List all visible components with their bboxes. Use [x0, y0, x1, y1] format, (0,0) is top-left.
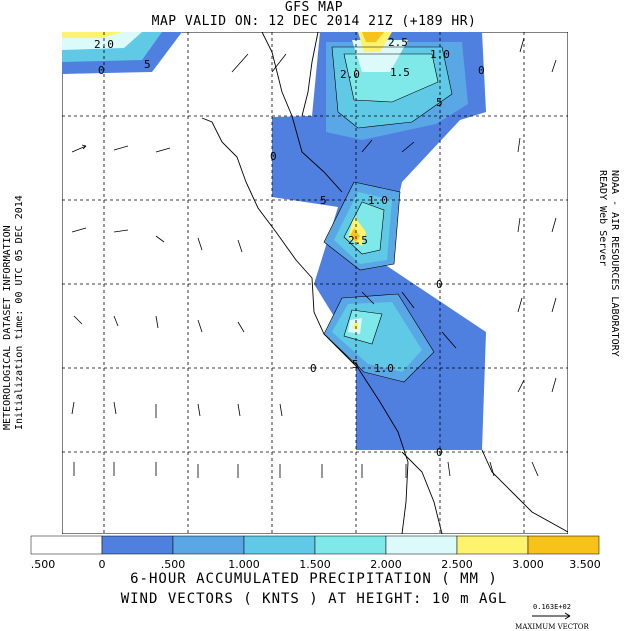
colorbar-tick-label: 0 [99, 558, 106, 571]
contour-label: 5 [436, 96, 443, 109]
contour-label: 1.0 [368, 194, 388, 207]
colorbar-swatch [456, 535, 529, 555]
contour-label: 1.5 [390, 66, 410, 79]
wind-legend: WIND VECTORS ( KNTS ) AT HEIGHT: 10 m AG… [120, 591, 508, 607]
colorbar-tick-label: 3.500 [569, 558, 600, 571]
initialization-time: Initialization time: 00 UTC 05 DEC 2014 [14, 195, 25, 430]
colorbar-swatch [101, 535, 174, 555]
contour-label: 2.5 [348, 234, 368, 247]
colorbar-tick-label: -.500 [30, 558, 55, 571]
colorbar-tick-label: 1.000 [228, 558, 260, 571]
contour-label: 0 [478, 64, 485, 77]
max-vector-label: MAXIMUM VECTOR [515, 623, 589, 631]
max-vector-value: 0.163E+02 [533, 603, 571, 611]
colorbar-swatch [30, 535, 103, 555]
wind-vectors [71, 37, 557, 478]
contour-label: 0 [270, 150, 277, 163]
contour-label: 2.0 [94, 38, 114, 51]
precip-region-northwest [62, 32, 182, 74]
colorbar-swatch [172, 535, 245, 555]
map-valid-time: MAP VALID ON: 12 DEC 2014 21Z (+189 HR) [151, 14, 477, 29]
contour-label: 0 [98, 64, 105, 77]
lat-lon-grid [62, 32, 568, 534]
contour-lines [323, 46, 453, 383]
contour-label: 2.0 [340, 68, 360, 81]
contour-label: 0 [436, 278, 443, 291]
contour-label: 5 [320, 194, 327, 207]
colorbar-swatch [243, 535, 316, 555]
precip-region-main [272, 32, 486, 450]
precip-legend: 6-HOUR ACCUMULATED PRECIPITATION ( MM ) [130, 571, 498, 587]
contour-label: 5 [144, 58, 151, 71]
contour-label: 0 [310, 362, 317, 375]
server-name: READY Web Server [597, 170, 608, 267]
colorbar-ticks: -.500 0 .500 1.000 1.500 2.000 2.500 3.000 3.500 [30, 558, 600, 571]
colorbar-tick-label: 2.500 [441, 558, 473, 571]
contour-label: 2.5 [388, 36, 408, 49]
map-title: GFS MAP [284, 0, 344, 15]
dataset-info: METEOROLOGICAL DATASET INFORMATION Initi… [2, 195, 26, 430]
lab-credit: NOAA - AIR RESOURCES LABORATORY READY We… [596, 170, 620, 357]
colorbar-tick-label: 1.500 [299, 558, 331, 571]
colorbar-tick-label: .500 [161, 558, 186, 571]
contour-label: 1.0 [430, 48, 450, 61]
precipitation-map: 2.0 0 5 2.5 1.0 0 2.0 1.5 5 0 5 1.0 2.5 … [62, 32, 568, 534]
colorbar-swatch [527, 535, 600, 555]
colorbar-swatch [314, 535, 387, 555]
dataset-info-title: METEOROLOGICAL DATASET INFORMATION [2, 225, 13, 430]
contour-label: 0 [436, 446, 443, 459]
precip-colorbar: -.500 0 .500 1.000 1.500 2.000 2.500 3.000 3.500 [30, 535, 600, 571]
lab-name: NOAA - AIR RESOURCES LABORATORY [609, 170, 620, 357]
colorbar-swatches [30, 535, 600, 555]
contour-label: 5 [352, 358, 359, 371]
contour-label: 1.0 [374, 362, 394, 375]
coastline [201, 32, 568, 534]
colorbar-swatch [385, 535, 458, 555]
max-vector-arrow-icon [532, 612, 571, 620]
contour-labels: 2.0 0 5 2.5 1.0 0 2.0 1.5 5 0 5 1.0 2.5 … [94, 36, 485, 459]
colorbar-tick-label: 3.000 [512, 558, 544, 571]
colorbar-tick-label: 2.000 [370, 558, 402, 571]
